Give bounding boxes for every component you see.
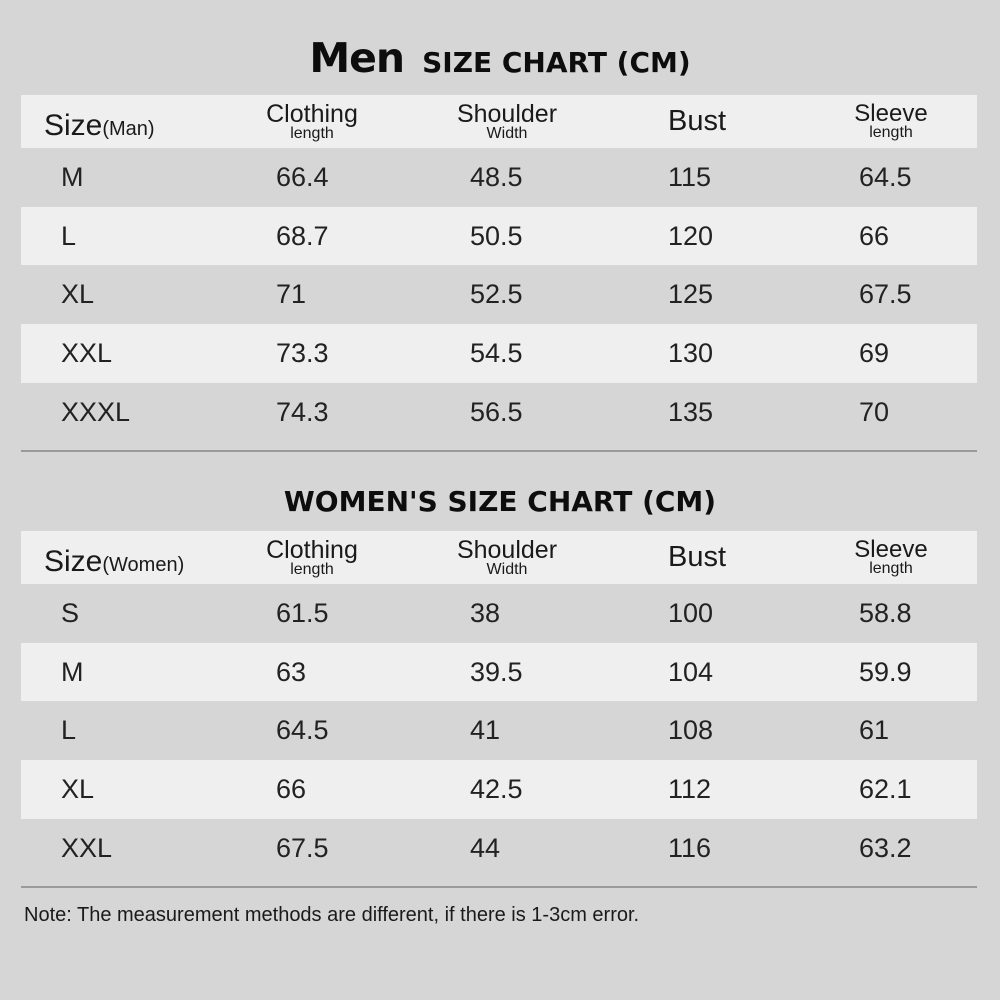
size-cell: XXXL: [61, 396, 131, 427]
shoulder-width-cell: 39.5: [470, 656, 523, 687]
bust-cell: 120: [668, 220, 714, 251]
size-cell: XXL: [61, 832, 113, 863]
table-row: XXXL 74.3 56.5 135 70: [21, 383, 977, 442]
sleeve-length-cell: 69: [859, 337, 890, 368]
shoulder-width-cell: 48.5: [470, 161, 523, 192]
women-table-header: Size (Women) Clothing length Shoulder Wid…: [21, 531, 977, 584]
header-shoulder-label: Shoulder: [456, 99, 558, 128]
clothing-length-cell: 71: [276, 279, 307, 310]
size-cell: S: [61, 597, 80, 628]
size-cell: L: [61, 715, 77, 746]
header-shoulder-sub: Width: [486, 560, 528, 578]
shoulder-width-cell: 56.5: [470, 396, 523, 427]
men-title-subtitle: SIZE CHART (CM): [422, 46, 691, 79]
bust-cell: 108: [668, 715, 714, 746]
shoulder-width-cell: 42.5: [470, 773, 523, 804]
sleeve-length-cell: 58.8: [859, 597, 912, 628]
section-divider: [21, 886, 977, 888]
header-sleeve-label: Sleeve: [854, 535, 928, 563]
header-bust-label: Bust: [667, 541, 727, 573]
header-clothing-sub: length: [290, 560, 334, 578]
bust-cell: 130: [668, 337, 714, 368]
table-row: M 66.4 48.5 115 64.5: [21, 148, 977, 207]
header-size-label: Size: [44, 545, 103, 578]
shoulder-width-cell: 41: [470, 715, 501, 746]
men-table-header: Size (Man) Clothing length Shoulder Width…: [21, 95, 977, 148]
sleeve-length-cell: 67.5: [859, 279, 912, 310]
table-row: XXL 67.5 44 116 63.2: [21, 819, 977, 878]
size-cell: M: [61, 161, 84, 192]
section-divider: [21, 450, 977, 452]
header-bust: Bust: [662, 95, 732, 148]
bust-cell: 125: [668, 279, 714, 310]
men-size-table: Size (Man) Clothing length Shoulder Width…: [21, 95, 977, 441]
bust-cell: 135: [668, 396, 714, 427]
table-row: XL 71 52.5 125 67.5: [21, 265, 977, 324]
table-row: L 68.7 50.5 120 66: [21, 206, 977, 266]
header-clothing-label: Clothing: [266, 99, 358, 128]
header-shoulder-width: Shoulder Width: [453, 531, 561, 584]
clothing-length-cell: 66.4: [276, 161, 329, 192]
header-sleeve-length: Sleeve length: [851, 531, 931, 584]
header-size-sub: (Women): [102, 554, 185, 576]
table-row: M 63 39.5 104 59.9: [21, 642, 977, 702]
women-size-chart-title: WOMEN'S SIZE CHART (CM): [283, 485, 717, 518]
table-row: S 61.5 38 100 58.8: [21, 584, 977, 643]
shoulder-width-cell: 44: [470, 832, 501, 863]
sleeve-length-cell: 63.2: [859, 832, 912, 863]
header-sleeve-label: Sleeve: [854, 99, 928, 127]
clothing-length-cell: 68.7: [276, 220, 329, 251]
header-clothing-length: Clothing length: [262, 95, 362, 148]
clothing-length-cell: 66: [276, 773, 307, 804]
clothing-length-cell: 73.3: [276, 337, 329, 368]
sleeve-length-cell: 66: [859, 220, 890, 251]
header-clothing-label: Clothing: [266, 535, 358, 564]
size-cell: XL: [61, 279, 95, 310]
clothing-length-cell: 67.5: [276, 832, 329, 863]
clothing-length-cell: 74.3: [276, 396, 329, 427]
shoulder-width-cell: 38: [470, 597, 501, 628]
bust-cell: 100: [668, 597, 714, 628]
sleeve-length-cell: 64.5: [859, 161, 912, 192]
sleeve-length-cell: 70: [859, 396, 890, 427]
size-cell: M: [61, 656, 84, 687]
size-cell: XL: [61, 773, 95, 804]
clothing-length-cell: 64.5: [276, 715, 329, 746]
size-cell: XXL: [61, 337, 113, 368]
header-sleeve-sub: length: [869, 559, 913, 577]
table-row: XL 66 42.5 112 62.1: [21, 760, 977, 819]
header-shoulder-label: Shoulder: [456, 535, 558, 564]
header-size: Size (Women): [44, 531, 184, 579]
size-cell: L: [61, 220, 77, 251]
measurement-note: Note: The measurement methods are differ…: [24, 904, 640, 926]
sleeve-length-cell: 61: [859, 715, 890, 746]
shoulder-width-cell: 50.5: [470, 220, 523, 251]
header-shoulder-width: Shoulder Width: [453, 95, 561, 148]
shoulder-width-cell: 54.5: [470, 337, 523, 368]
table-row: L 64.5 41 108 61: [21, 701, 977, 760]
header-clothing-length: Clothing length: [262, 531, 362, 584]
clothing-length-cell: 61.5: [276, 597, 329, 628]
bust-cell: 112: [668, 773, 712, 804]
bust-cell: 116: [668, 832, 712, 863]
bust-cell: 115: [668, 161, 712, 192]
men-title-label: Men: [309, 34, 405, 82]
header-size: Size (Man): [44, 95, 155, 143]
table-row: XXL 73.3 54.5 130 69: [21, 324, 977, 383]
header-sleeve-sub: length: [869, 123, 913, 141]
header-bust: Bust: [662, 531, 732, 584]
header-sleeve-length: Sleeve length: [851, 95, 931, 148]
header-shoulder-sub: Width: [486, 124, 528, 142]
header-clothing-sub: length: [290, 124, 334, 142]
header-size-sub: (Man): [102, 118, 155, 140]
men-size-chart-title: Men SIZE CHART (CM): [0, 34, 1000, 84]
shoulder-width-cell: 52.5: [470, 279, 523, 310]
sleeve-length-cell: 59.9: [859, 656, 912, 687]
women-size-table: Size (Women) Clothing length Shoulder Wid…: [21, 531, 977, 877]
clothing-length-cell: 63: [276, 656, 307, 687]
sleeve-length-cell: 62.1: [859, 773, 912, 804]
bust-cell: 104: [668, 656, 714, 687]
header-bust-label: Bust: [667, 105, 727, 137]
header-size-label: Size: [44, 109, 103, 142]
